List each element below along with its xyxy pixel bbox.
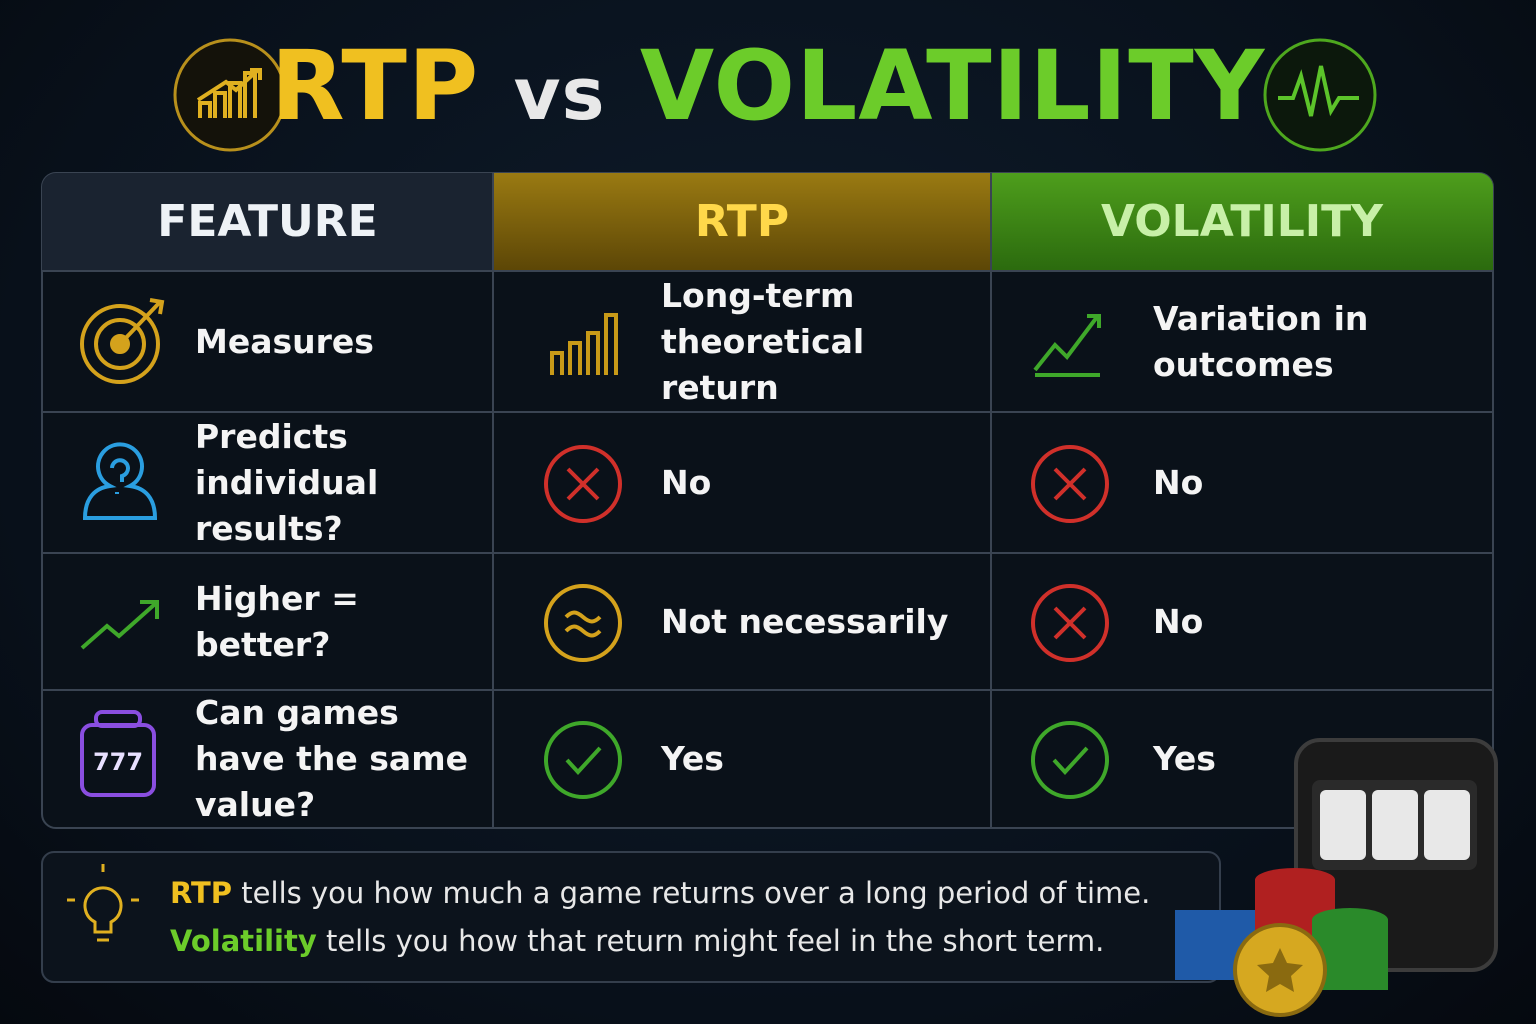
title: RTP vs VOLATILITY — [0, 30, 1536, 142]
cell: No — [661, 462, 712, 502]
volatility-icon-wave — [1278, 65, 1359, 117]
header-cell: VOLATILITY — [1100, 196, 1384, 247]
footer-box — [41, 851, 1221, 983]
title-vs: vs — [513, 52, 606, 136]
volatility-header-bg — [991, 173, 1493, 271]
cell: Predicts individual results? — [195, 416, 379, 548]
cell: Higher = better? — [195, 578, 359, 664]
footer-line: RTP tells you how much a game returns ov… — [170, 876, 1150, 910]
title-rtp: RTP — [270, 30, 480, 142]
slot-machine — [1175, 738, 1498, 1017]
cell: No — [1153, 462, 1204, 502]
slot-icon-text: 777 — [92, 748, 144, 776]
header-cell: RTP — [694, 196, 790, 247]
rtp-icon-bars — [196, 68, 262, 118]
title-volatility: VOLATILITY — [639, 30, 1266, 142]
cell: Not necessarily — [661, 601, 949, 641]
footer-text: tells you how that return might feel in … — [325, 924, 1105, 958]
cell: Measures — [195, 321, 374, 361]
header-cell: FEATURE — [157, 196, 378, 247]
cell: Long-term theoretical return — [661, 275, 865, 407]
grid — [42, 173, 1493, 828]
cell: Can games have the same value? — [195, 693, 468, 824]
footer-line: Volatility tells you how that return mig… — [170, 924, 1104, 958]
cell: Yes — [1153, 739, 1216, 778]
footer-highlight: RTP — [170, 876, 233, 910]
cell: Yes — [661, 739, 724, 778]
bulb-icon — [67, 864, 139, 942]
footer-highlight: Volatility — [170, 924, 317, 958]
cell: Variation in outcomes — [1153, 298, 1369, 384]
volatility-icon — [1263, 38, 1377, 152]
rtp-header-bg — [493, 173, 991, 271]
feature-header-bg — [42, 173, 493, 271]
row-icons — [80, 298, 1109, 799]
cell: No — [1153, 601, 1204, 641]
footer-text: tells you how much a game returns over a… — [241, 876, 1151, 910]
